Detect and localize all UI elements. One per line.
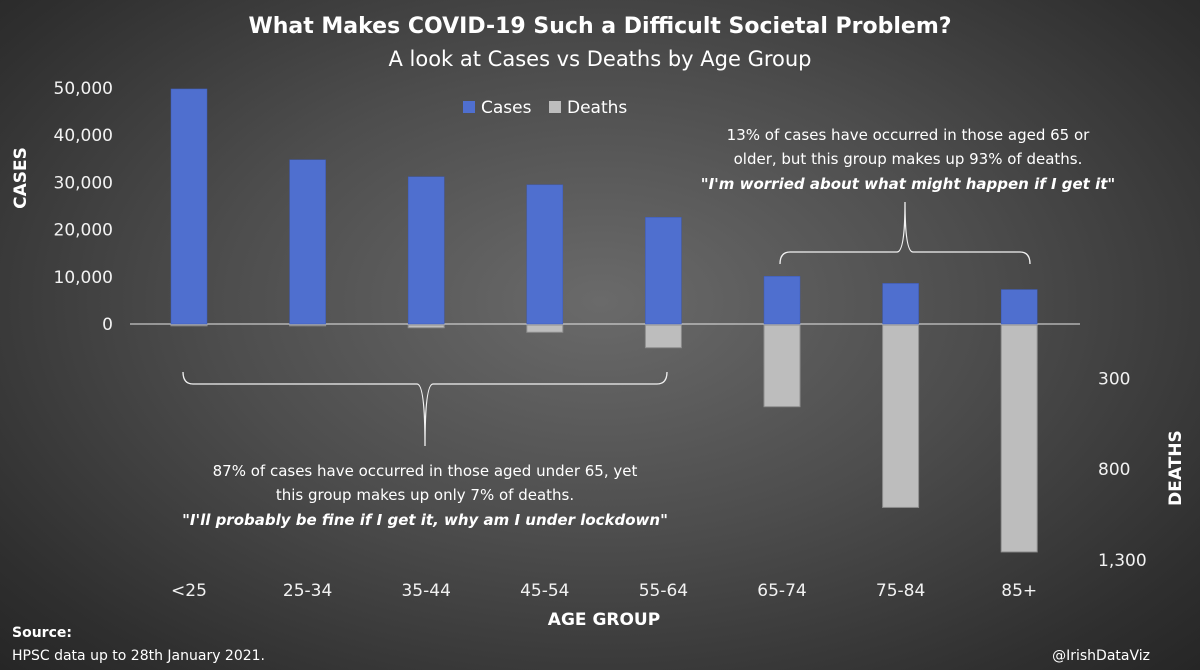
cases-bar: [645, 217, 682, 325]
brace-65-plus: [779, 201, 1031, 265]
deaths-bar: [1000, 324, 1038, 553]
deaths-bar: [526, 324, 564, 333]
left-tick-label: 20,000: [54, 221, 113, 241]
x-tick-label: 75-84: [876, 581, 925, 601]
left-tick-label: 40,000: [54, 126, 113, 146]
x-tick-label: 85+: [1001, 581, 1037, 601]
cases-bar: [289, 159, 326, 325]
x-tick-label: 35-44: [401, 581, 450, 601]
legend-label-deaths: Deaths: [567, 98, 627, 118]
left-tick-label: 0: [102, 315, 113, 335]
annotation-under-65-line2: this group makes up only 7% of deaths.: [276, 486, 574, 504]
legend-label-cases: Cases: [481, 98, 532, 118]
brace-under-65: [182, 371, 668, 447]
cases-bar: [763, 276, 801, 325]
chart-subtitle: A look at Cases vs Deaths by Age Group: [388, 47, 812, 71]
deaths-bar: [407, 324, 445, 329]
annotation-65-plus-quote: "I'm worried about what might happen if …: [701, 175, 1115, 193]
legend-swatch-deaths: [549, 101, 561, 113]
right-tick-label: 800: [1098, 460, 1130, 480]
right-tick-label: 300: [1098, 369, 1130, 389]
x-tick-label: 65-74: [757, 581, 806, 601]
left-tick-label: 30,000: [54, 173, 113, 193]
deaths-bar: [289, 324, 327, 327]
deaths-bar: [882, 324, 920, 508]
cases-bar: [882, 283, 919, 325]
source-label: Source:: [12, 625, 72, 641]
y-axis-title-deaths: DEATHS: [1166, 430, 1186, 506]
deaths-bar: [644, 324, 682, 349]
x-tick-label: 45-54: [520, 581, 569, 601]
cases-bar: [407, 176, 445, 325]
x-tick-label: 55-64: [639, 581, 688, 601]
cases-bar: [170, 88, 208, 325]
left-tick-label: 50,000: [54, 79, 113, 99]
annotation-65-plus-line2: older, but this group makes up 93% of de…: [734, 150, 1083, 168]
credit-handle: @IrishDataViz: [1052, 648, 1150, 664]
cases-bar: [526, 184, 564, 325]
legend-swatch-cases: [463, 101, 475, 113]
deaths-bar: [763, 324, 801, 408]
source-text: HPSC data up to 28th January 2021.: [12, 648, 266, 664]
annotation-under-65-line1: 87% of cases have occurred in those aged…: [213, 462, 638, 480]
right-tick-label: 1,300: [1098, 551, 1147, 571]
cases-bar: [1000, 289, 1038, 325]
x-axis-title: AGE GROUP: [548, 610, 660, 630]
left-tick-label: 10,000: [54, 268, 113, 288]
deaths-bar: [170, 324, 208, 327]
chart-title: What Makes COVID-19 Such a Difficult Soc…: [248, 14, 952, 39]
y-axis-title-cases: CASES: [11, 147, 31, 209]
annotation-65-plus-line1: 13% of cases have occurred in those aged…: [727, 126, 1090, 144]
x-tick-label: <25: [171, 581, 207, 601]
annotation-under-65-quote: "I'll probably be fine if I get it, why …: [182, 511, 668, 529]
x-tick-label: 25-34: [283, 581, 332, 601]
